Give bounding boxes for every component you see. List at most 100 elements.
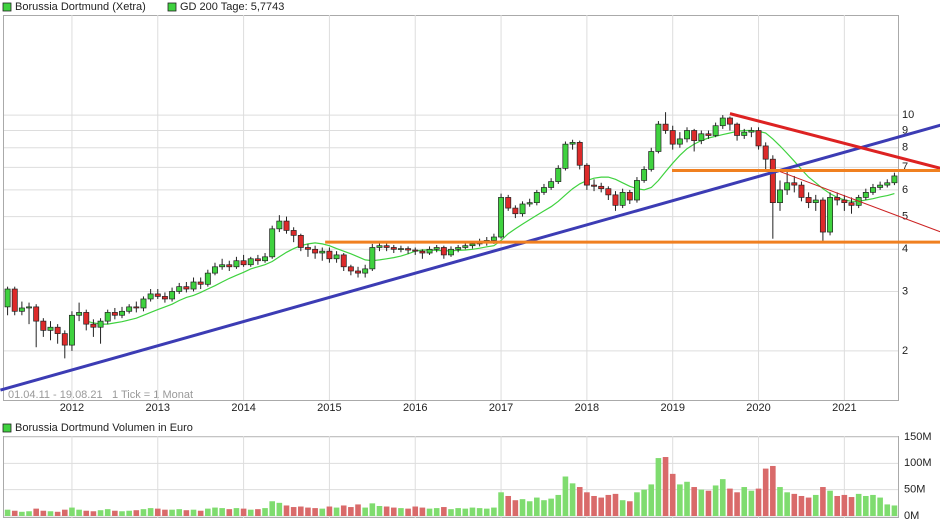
volume-bar [326,506,333,516]
volume-bar [476,508,483,516]
candle-body [126,306,133,312]
volume-bar [398,508,404,516]
candle-body [662,123,669,131]
x-tick-label: 2014 [231,402,255,414]
volume-bar [777,487,783,516]
candle-body [383,245,390,248]
candle-body [777,189,783,204]
candle-body [326,250,333,260]
volume-bar [491,507,497,516]
candle-body [462,245,469,248]
volume-bar [47,511,54,516]
candle-body [612,194,619,206]
volume-bar [369,503,376,516]
candle-body [133,306,140,309]
candle-body [426,248,433,254]
volume-bar [283,505,290,516]
candle-body [684,130,690,140]
volume-bar [677,484,683,516]
volume-bar [240,508,247,516]
volume-bar [162,509,168,516]
volume-bar [748,490,755,516]
candle-body [54,326,61,334]
candle-body [712,125,719,136]
volume-bar [519,499,526,516]
candle-body [798,184,805,198]
candle-body [862,192,869,198]
volume-bar [727,488,733,516]
legend-swatch [2,2,12,12]
candle-body [591,184,597,187]
volume-bar [770,465,776,516]
volume-bar [483,508,490,516]
volume-bar [584,492,590,516]
volume-bar [569,483,576,516]
trend-line [729,112,940,170]
volume-bar [333,507,340,516]
candle-body [870,187,876,193]
volume-bar [755,488,762,516]
volume-bar [119,511,125,516]
candle-body [469,243,476,247]
volume-bar [576,487,583,516]
volume-bar [61,509,68,516]
candle-body [791,182,798,186]
candle-body [705,133,712,136]
volume-bar [455,508,461,516]
volume-bar [140,509,147,516]
volume-bar [247,509,254,516]
candle-body [76,312,83,316]
candle-body [512,207,519,215]
volume-bar [104,509,111,516]
volume-bar [4,509,11,516]
candle-body [47,326,54,331]
candle-body [433,247,440,250]
candle-body [741,131,748,136]
volume-bar [805,497,812,516]
candle-body [533,192,540,204]
volume-bar [319,508,326,516]
candle-body [61,333,68,346]
x-tick-label: 2020 [746,402,770,414]
candle-body [119,310,125,316]
candle-body [297,234,304,248]
candle-body [83,312,90,325]
candle-body [11,288,18,312]
volume-bar [791,493,798,516]
candle-body [812,199,819,204]
volume-bar [820,487,826,516]
candle-body [748,130,755,133]
volume-bar [83,510,90,516]
candle-body [147,293,154,300]
candle-body [233,260,240,268]
volume-bar [126,510,132,516]
volume-bar [734,492,740,516]
candle-body [312,248,319,254]
y-tick-label: 5 [902,211,908,223]
candle-body [397,248,404,250]
volume-bar [784,492,790,516]
volume-bar [698,489,705,516]
candle-body [90,323,97,328]
volume-bar [719,479,726,516]
candle-body [140,298,147,309]
candle-body [562,143,569,169]
legend-label: GD 200 Tage: 5,7743 [180,1,284,13]
volume-bar [183,510,190,516]
y-tick-label: 7 [902,161,908,173]
volume-bar [798,495,805,516]
volume-bar [226,509,233,516]
candle-body [834,197,841,201]
candle-body [634,180,640,201]
volume-bar [534,497,540,516]
candle-body [440,247,447,256]
y-tick-label: 9 [902,124,908,136]
volume-bar [197,510,204,516]
volume-bar [176,509,183,516]
volume-bar [591,495,597,516]
volume-bar [627,501,633,516]
candle-body [655,123,662,152]
candle-body [498,197,505,238]
candle-body [161,296,168,300]
volume-bar [276,502,283,516]
